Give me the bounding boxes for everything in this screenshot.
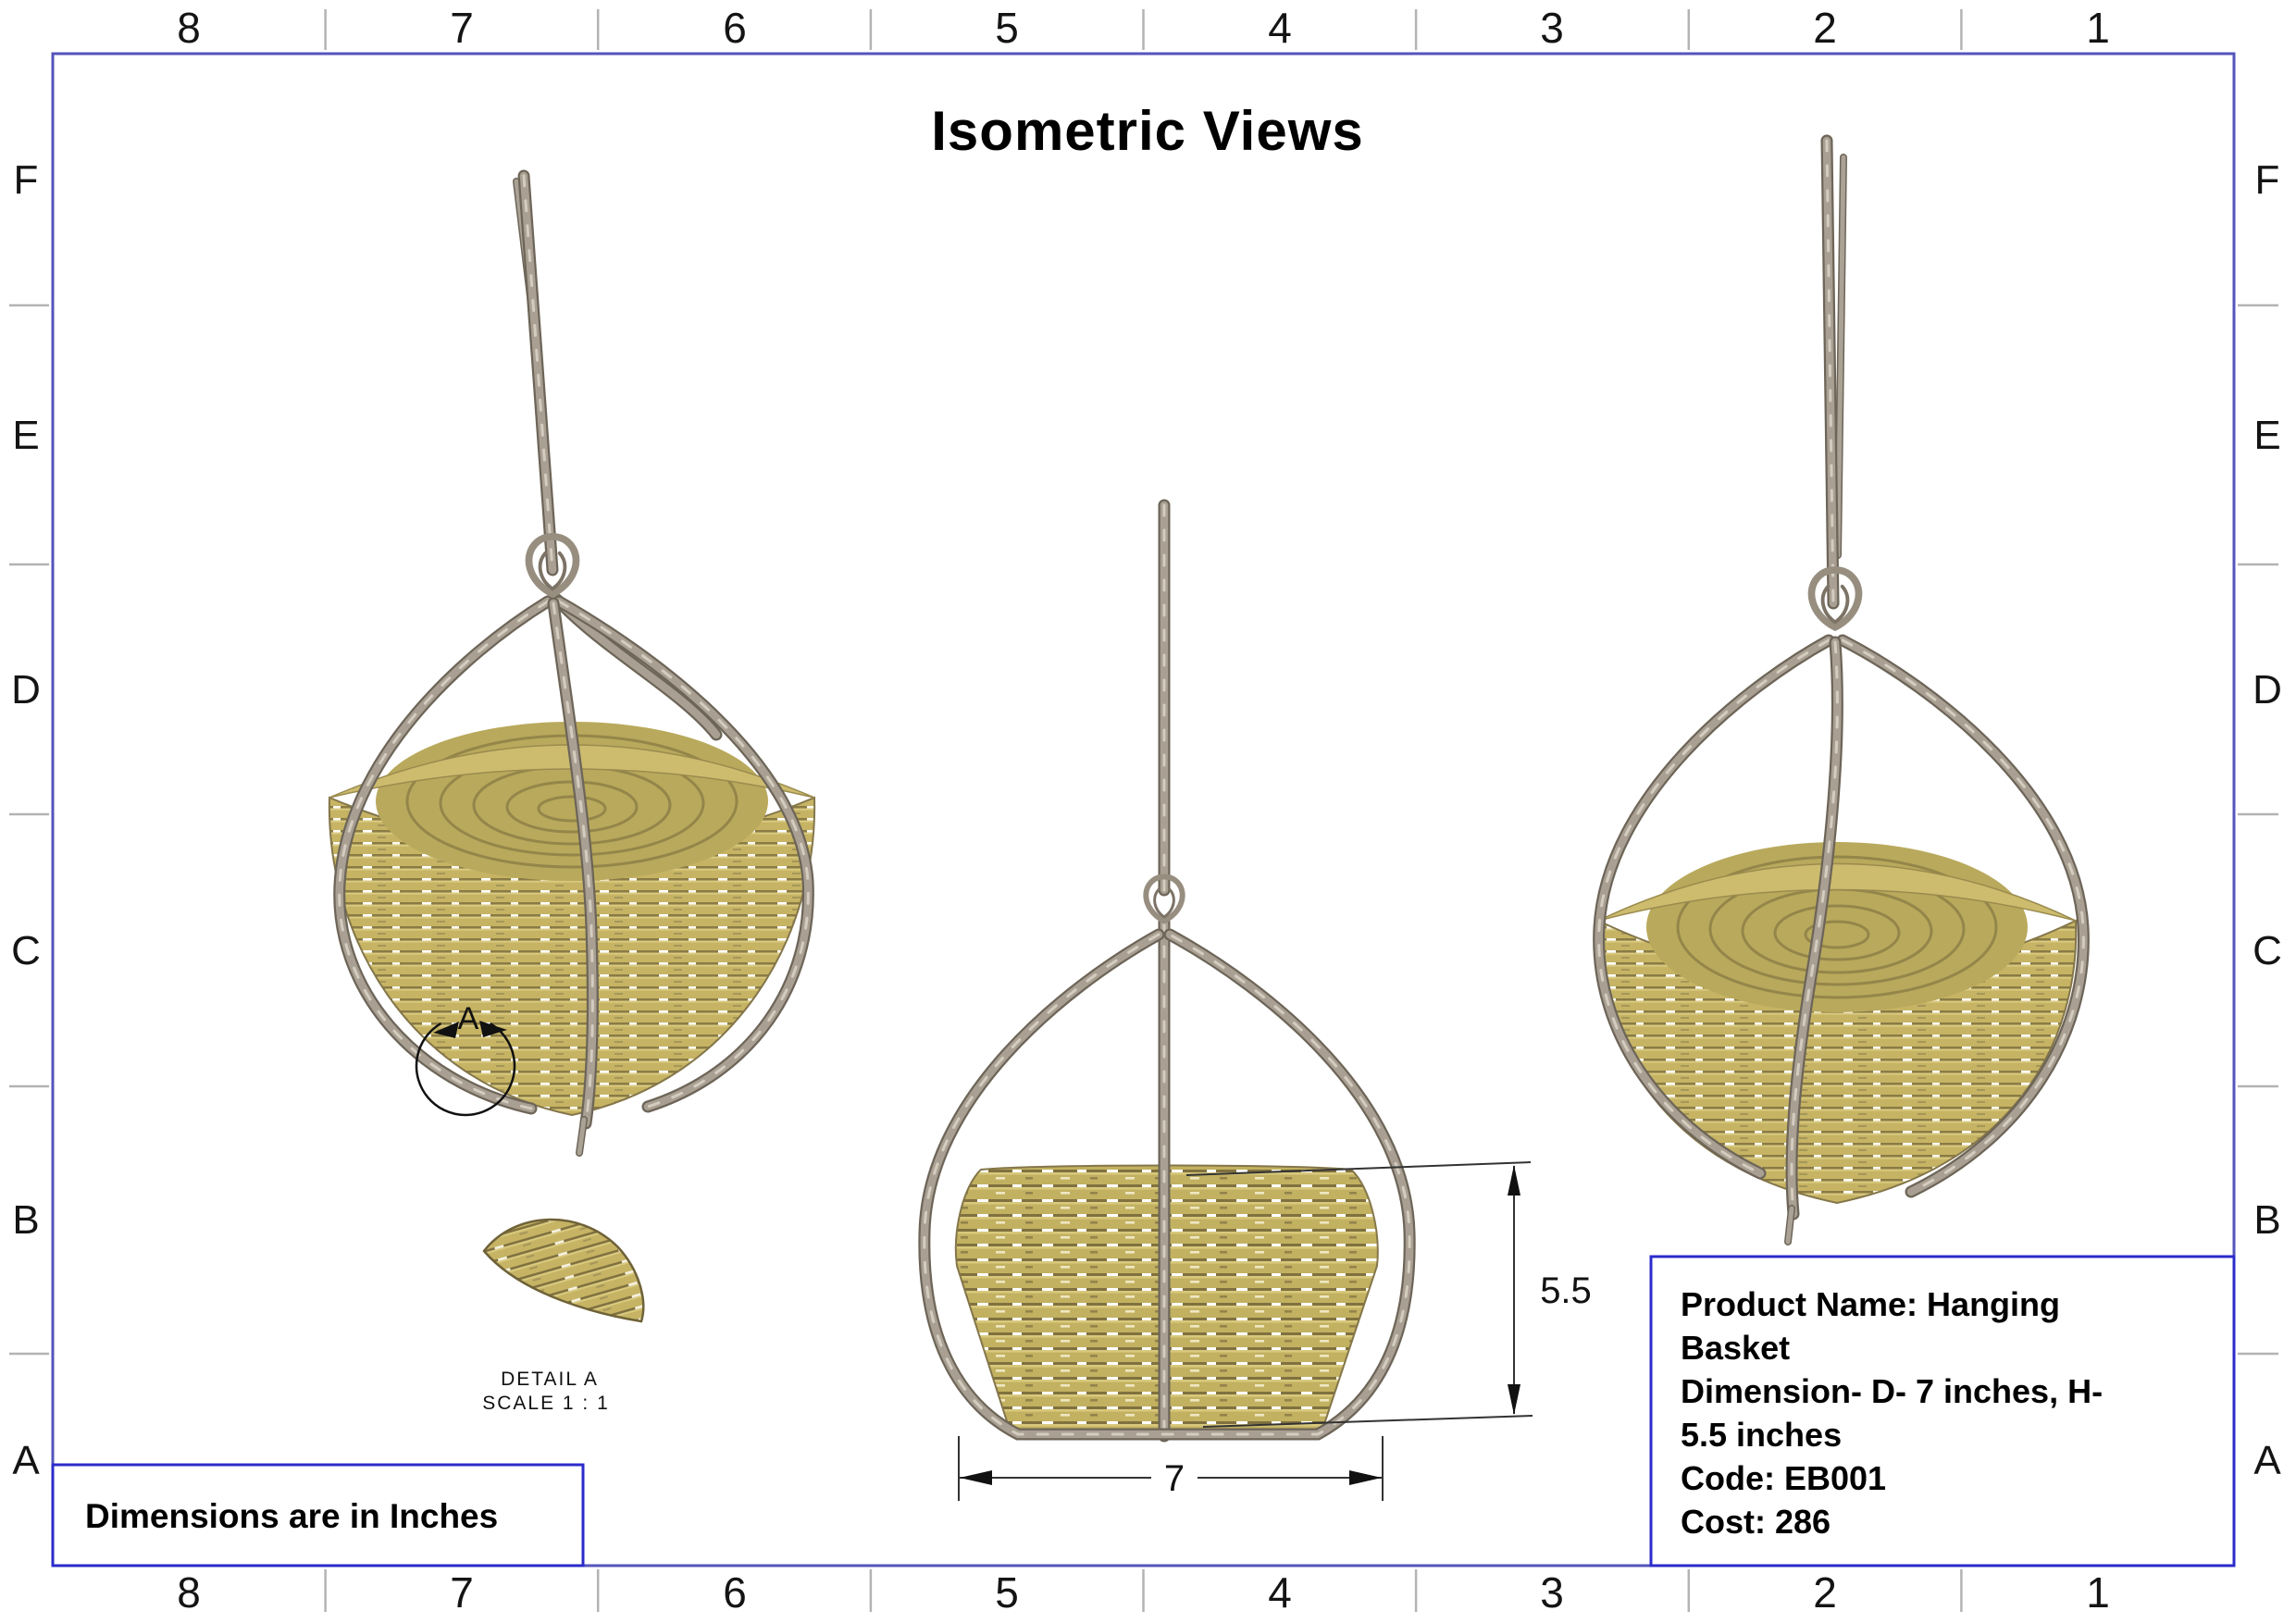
product-cost: Cost: 286 bbox=[1681, 1503, 1831, 1541]
height-dimension: 5.5 bbox=[1185, 1161, 1592, 1428]
zone-ticks-right bbox=[2238, 304, 2278, 1356]
zone-row-right-A: A bbox=[2253, 1438, 2281, 1483]
zone-col-bottom-3: 3 bbox=[1540, 1568, 1564, 1617]
zone-col-bottom-1: 1 bbox=[2086, 1568, 2110, 1617]
height-dimension-value: 5.5 bbox=[1540, 1270, 1592, 1311]
zone-row-left-A: A bbox=[12, 1438, 40, 1483]
zone-row-right-B: B bbox=[2253, 1197, 2280, 1243]
product-dimension-line2: 5.5 inches bbox=[1681, 1416, 1842, 1454]
product-name-line1: Product Name: Hanging bbox=[1681, 1285, 2060, 1323]
zone-ticks-left bbox=[9, 304, 49, 1356]
detail-scale: SCALE 1 : 1 bbox=[482, 1393, 610, 1414]
detail-circle: A bbox=[415, 1001, 516, 1117]
zone-col-top-5: 5 bbox=[995, 4, 1019, 52]
hanging-rope-right bbox=[1820, 134, 1847, 610]
detail-label: DETAIL A bbox=[501, 1369, 599, 1390]
product-info-box: Product Name: Hanging Basket Dimension- … bbox=[1649, 1255, 2236, 1567]
zone-row-left-D: D bbox=[11, 667, 41, 712]
basket-rim-right bbox=[1597, 862, 2077, 922]
product-code: Code: EB001 bbox=[1681, 1459, 1886, 1497]
zone-col-bottom-8: 8 bbox=[177, 1568, 201, 1617]
isometric-view-left: A bbox=[328, 169, 816, 1157]
zone-row-right-E: E bbox=[2253, 413, 2280, 458]
isometric-view-right bbox=[1596, 134, 2084, 1245]
product-name-line2: Basket bbox=[1681, 1329, 1790, 1367]
zone-col-top-8: 8 bbox=[177, 4, 201, 52]
front-view: 5.5 7 bbox=[925, 499, 1592, 1501]
detail-arrow-left bbox=[433, 1022, 459, 1038]
zone-ticks-top bbox=[324, 9, 1963, 50]
zone-row-right-F: F bbox=[2255, 157, 2280, 203]
hanging-rope-left bbox=[513, 169, 716, 735]
width-dimension: 7 bbox=[958, 1436, 1384, 1501]
detail-fragment bbox=[482, 1218, 645, 1323]
width-dimension-value: 7 bbox=[1164, 1458, 1185, 1499]
zone-row-left-E: E bbox=[12, 413, 39, 458]
hanging-rope-middle bbox=[925, 876, 1409, 1443]
detail-arrow-right bbox=[479, 1021, 507, 1037]
basket-body-right bbox=[1596, 842, 2078, 1205]
zone-col-top-7: 7 bbox=[450, 4, 474, 52]
zone-col-bottom-6: 6 bbox=[723, 1568, 747, 1617]
zone-ticks-bottom bbox=[324, 1569, 1963, 1612]
zone-row-left-B: B bbox=[12, 1197, 39, 1243]
page-title: Isometric Views bbox=[931, 100, 1363, 162]
zone-col-bottom-4: 4 bbox=[1268, 1568, 1292, 1617]
product-dimension-line1: Dimension- D- 7 inches, H- bbox=[1681, 1372, 2103, 1410]
detail-circle-label: A bbox=[458, 1001, 479, 1036]
sheet-frame bbox=[51, 52, 2236, 1567]
zone-row-right-D: D bbox=[2253, 667, 2282, 712]
hanging-rope-left-front bbox=[340, 537, 809, 1157]
zone-row-left-F: F bbox=[14, 157, 39, 203]
zone-col-top-4: 4 bbox=[1268, 4, 1292, 52]
zone-col-bottom-2: 2 bbox=[1813, 1568, 1837, 1617]
zone-row-left-C: C bbox=[11, 928, 41, 973]
zone-col-top-1: 1 bbox=[2086, 4, 2110, 52]
hanging-rope-right-front bbox=[1599, 570, 2084, 1245]
zone-col-top-2: 2 bbox=[1813, 4, 1837, 52]
zone-col-top-3: 3 bbox=[1540, 4, 1564, 52]
zone-col-top-6: 6 bbox=[723, 4, 747, 52]
units-note-text: Dimensions are in Inches bbox=[85, 1497, 498, 1535]
basket-rim-left bbox=[329, 744, 815, 799]
units-note-box: Dimensions are in Inches bbox=[51, 1463, 585, 1567]
detail-view-a: DETAIL A SCALE 1 : 1 bbox=[482, 1218, 645, 1414]
zone-row-right-C: C bbox=[2253, 928, 2282, 973]
zone-col-bottom-7: 7 bbox=[450, 1568, 474, 1617]
zone-col-bottom-5: 5 bbox=[995, 1568, 1019, 1617]
